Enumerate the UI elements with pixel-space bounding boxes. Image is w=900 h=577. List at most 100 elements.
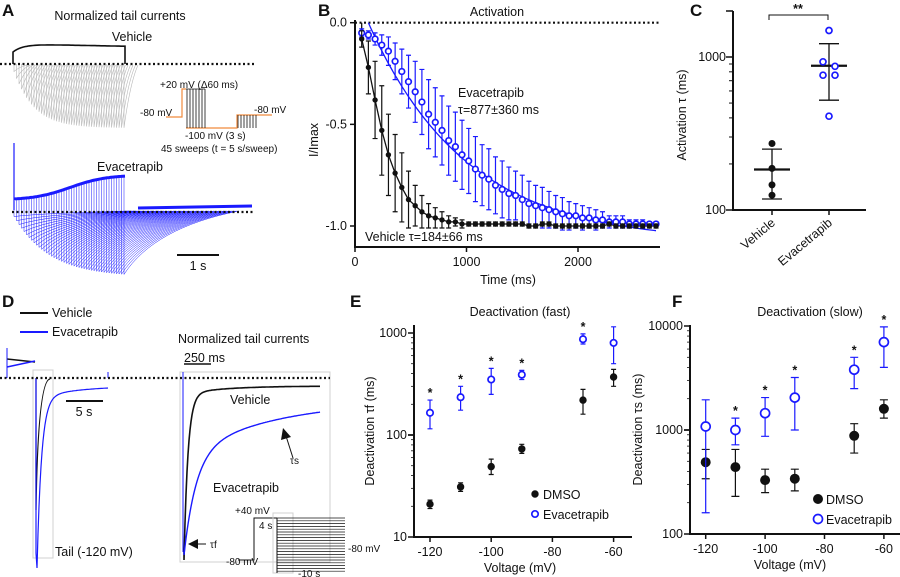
evacetrapib-data-point — [552, 208, 560, 216]
significance-marker: ** — [793, 2, 803, 16]
panel-label-d: D — [2, 292, 14, 311]
protocol-step-label: +20 mV (Δ60 ms) — [160, 80, 238, 91]
evacetrapib-data-point — [525, 199, 533, 208]
vehicle-sweep-trace — [103, 64, 119, 128]
evacetrapib-data-point — [831, 71, 839, 80]
evacetrapib-tail-trace-large — [183, 411, 321, 556]
vehicle-data-point — [486, 221, 492, 227]
protocol-d-holding: -80 mV — [226, 557, 259, 568]
vehicle-data-point — [539, 221, 545, 227]
evacetrapib-data-point — [538, 204, 546, 212]
significance-star: * — [733, 404, 738, 418]
vehicle-data-point — [526, 223, 532, 229]
evacetrapib-step-trace-small — [6, 360, 36, 368]
protocol-d-tail-step: -10 s — [298, 569, 320, 577]
x-tick-label: -60 — [875, 542, 893, 556]
y-tick-label: 10 — [393, 530, 407, 544]
evacetrapib-data-point — [531, 202, 540, 210]
vehicle-tau-annotation: Vehicle τ=184±66 ms — [365, 230, 483, 244]
evacetrapib-data-point — [371, 35, 379, 43]
vehicle-sweep-trace — [113, 64, 129, 128]
significance-star: * — [489, 354, 494, 368]
significance-star: * — [792, 363, 797, 377]
panel-d-evacetrapib-label: Evacetrapib — [213, 481, 279, 495]
x-axis-label: Voltage (mV) — [484, 561, 556, 575]
panel-a-vehicle-label: Vehicle — [112, 30, 152, 44]
x-tick-label: -80 — [815, 542, 833, 556]
x-category-label: Vehicle — [738, 216, 778, 253]
vehicle-data-point — [640, 223, 646, 229]
evacetrapib-data-point — [598, 216, 607, 224]
vehicle-data-point — [559, 223, 566, 229]
y-tick-label: 100 — [662, 527, 683, 541]
vehicle-data-point — [466, 221, 472, 227]
evacetrapib-data-point — [456, 393, 465, 402]
legend-marker-dmso — [531, 490, 539, 498]
legend-label-dmso: DMSO — [826, 493, 864, 507]
evacetrapib-sweep-trace — [31, 197, 147, 241]
vehicle-data-point — [432, 215, 438, 221]
evacetrapib-data-point — [848, 364, 860, 376]
vehicle-tail-trace-large — [183, 385, 320, 561]
x-axis-label: Voltage (mV) — [754, 558, 826, 572]
evacetrapib-data-point — [730, 424, 741, 436]
panel-a-evacetrapib-label: Evacetrapib — [97, 160, 163, 174]
vehicle-sweep-trace — [106, 64, 121, 128]
vehicle-data-point — [479, 221, 485, 227]
vehicle-sweep-trace — [118, 64, 134, 128]
y-tick-label: -0.5 — [325, 117, 347, 131]
significance-star: * — [458, 372, 463, 386]
dmso-data-point — [730, 462, 741, 473]
panel-a-traces — [0, 44, 256, 276]
vehicle-sweep-trace — [116, 64, 131, 128]
significance-star: * — [763, 384, 768, 398]
x-tick-label: -100 — [479, 545, 504, 559]
evacetrapib-data-point — [517, 370, 526, 379]
legend-marker-evacetrapib — [812, 513, 824, 525]
vehicle-sweep-trace — [71, 64, 86, 125]
dmso-data-point — [789, 473, 800, 484]
evacetrapib-sweep-trace — [108, 177, 225, 274]
panel-a: A Normalized tail currents Vehicle Evace… — [0, 1, 287, 276]
vehicle-data-point — [768, 181, 776, 189]
vehicle-data-point — [499, 221, 505, 227]
vehicle-fit-curve — [361, 22, 656, 227]
x-tick-label: -60 — [605, 545, 623, 559]
significance-star: * — [852, 343, 857, 357]
vehicle-data-point — [599, 223, 606, 229]
significance-bracket — [768, 14, 829, 20]
evacetrapib-data-point — [445, 136, 453, 145]
vehicle-data-point — [653, 223, 659, 229]
protocol-holding-left: -80 mV — [140, 108, 173, 119]
tau-f-arrowhead — [188, 539, 198, 549]
x-category-label: Evacetrapib — [775, 216, 835, 269]
chart-title: Deactivation (fast) — [470, 305, 571, 319]
evacetrapib-tau-annotation: τ=877±360 ms — [458, 103, 539, 117]
protocol-d-step: +40 mV — [235, 506, 270, 517]
evacetrapib-annotation: Evacetrapib — [458, 86, 524, 100]
legend-marker-dmso — [813, 494, 823, 504]
y-tick-label: 10000 — [648, 319, 683, 333]
vehicle-activation-trace — [12, 44, 126, 64]
vehicle-data-point — [419, 209, 425, 215]
vehicle-data-point — [532, 223, 539, 229]
evacetrapib-data-point — [378, 41, 386, 49]
scale-bar-a-label: 1 s — [190, 259, 207, 273]
vehicle-sweep-trace — [121, 64, 136, 128]
vehicle-data-point — [379, 127, 385, 134]
tau-s-label: τs — [290, 456, 299, 467]
vehicle-data-point — [553, 223, 559, 229]
dmso-error-bar — [731, 448, 740, 497]
panel-a-title: Normalized tail currents — [54, 9, 185, 23]
protocol-d-duration: 4 s — [259, 521, 272, 532]
evacetrapib-sweep-trace — [13, 198, 130, 217]
dmso-data-point — [426, 500, 434, 508]
vehicle-data-point — [512, 221, 519, 227]
vehicle-data-point — [768, 140, 776, 147]
evacetrapib-data-point — [831, 62, 839, 71]
evacetrapib-data-point — [491, 181, 500, 189]
sd-error-bar — [819, 43, 839, 101]
activation-protocol-inset: +20 mV (Δ60 ms) -80 mV -80 mV -100 mV (3… — [140, 80, 287, 155]
